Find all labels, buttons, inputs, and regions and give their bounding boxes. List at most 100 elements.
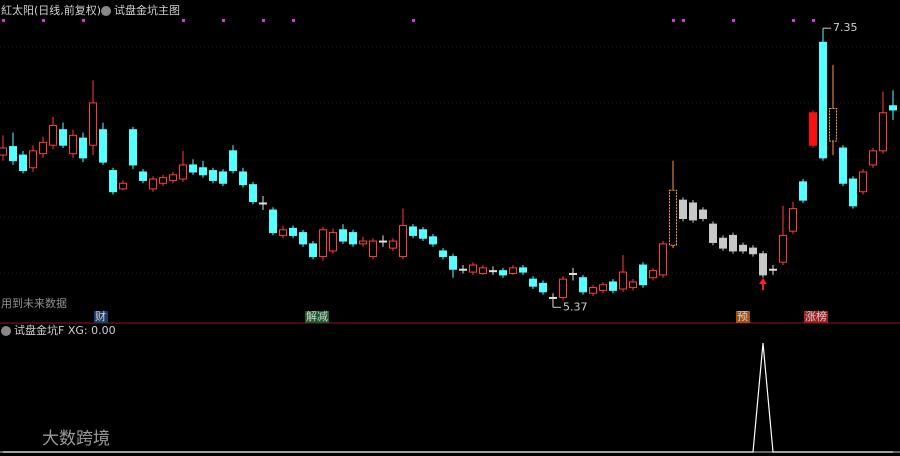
- candle-body: [679, 199, 687, 220]
- candle-body: [319, 229, 327, 258]
- candle-body: [9, 146, 17, 162]
- candle-body: [29, 150, 37, 169]
- candle-body: [549, 296, 557, 299]
- candle-body: [169, 174, 177, 181]
- candle-body: [689, 202, 697, 221]
- top-dots: [2, 19, 815, 22]
- candle-body: [39, 141, 47, 155]
- candle-body: [199, 167, 207, 176]
- candle-body: [749, 247, 757, 255]
- candle-body: [849, 178, 857, 207]
- candle-body: [739, 244, 747, 252]
- candle-body: [329, 232, 337, 252]
- indicator-title: 试盘金坑F XG: 0.00: [14, 323, 116, 337]
- candle-body: [619, 271, 627, 290]
- candle-body: [379, 240, 387, 243]
- candle-body: [509, 267, 517, 274]
- marker-bg: [804, 311, 828, 323]
- candle-body: [389, 240, 397, 249]
- candle-body: [599, 284, 607, 291]
- candle-body: [419, 229, 427, 239]
- candle-body: [269, 209, 277, 234]
- candle-body: [769, 268, 777, 271]
- candle-body: [189, 164, 197, 173]
- candle-body: [109, 170, 117, 193]
- candle-body: [479, 267, 487, 274]
- candle-body: [459, 268, 467, 271]
- candle-body: [279, 229, 287, 236]
- candle-body: [489, 270, 497, 273]
- candle-body: [69, 134, 77, 155]
- candle-body: [359, 240, 367, 245]
- candle-body: [309, 243, 317, 258]
- decor: [0, 6, 900, 453]
- candle-body: [569, 272, 577, 275]
- candle-body: [859, 171, 867, 193]
- candle-body: [259, 202, 267, 205]
- candle-body: [349, 232, 357, 245]
- candle-body: [59, 129, 67, 146]
- candle-body: [649, 270, 657, 279]
- candle-body: [299, 232, 307, 245]
- marker: 财: [95, 309, 106, 323]
- candle-body: [239, 171, 247, 186]
- candle-body: [429, 236, 437, 245]
- max-label: 7.35: [833, 21, 858, 34]
- marker-bg: [94, 311, 108, 323]
- candle-body: [449, 256, 457, 270]
- candle-body: [209, 170, 217, 181]
- candle-body: [579, 277, 587, 293]
- candle-body: [499, 270, 507, 276]
- candle-body: [159, 177, 167, 184]
- candle-body: [539, 282, 547, 293]
- candle-body: [629, 281, 637, 289]
- marker: 解减: [306, 309, 328, 323]
- candle-body: [399, 225, 407, 258]
- candle-body: [659, 243, 667, 276]
- candle-body: [149, 178, 157, 190]
- candle-body: [89, 102, 97, 146]
- candle-body: [219, 171, 227, 184]
- arrow: [759, 278, 767, 290]
- marker-bg: [305, 311, 329, 323]
- candle-body: [339, 229, 347, 242]
- icon: [1, 326, 11, 336]
- marker: 涨榜: [805, 309, 827, 323]
- candle-body: [639, 264, 647, 286]
- marker: 预: [737, 310, 748, 323]
- candle-body: [519, 267, 527, 273]
- candle-body: [49, 124, 57, 146]
- candle-body: [229, 150, 237, 172]
- candle-body: [719, 237, 727, 249]
- candle-body: [139, 171, 147, 181]
- candle-body: [839, 147, 847, 184]
- candle-body: [99, 129, 107, 163]
- marker-bg: [736, 311, 750, 323]
- candle-body: [469, 264, 477, 273]
- candle-body: [0, 147, 7, 156]
- candle-body: [799, 181, 807, 201]
- candle-body: [289, 227, 297, 236]
- min-label: 5.37: [563, 300, 588, 313]
- icon: [101, 6, 111, 16]
- indicator-line: [3, 342, 893, 453]
- candle-body: [759, 253, 767, 276]
- candle-body: [119, 182, 127, 190]
- candle-body: [779, 234, 787, 263]
- candle-body: [589, 287, 597, 294]
- candle-body: [439, 250, 447, 258]
- candle-body: [819, 41, 827, 159]
- candle-body: [249, 184, 257, 203]
- note: 用到未来数据: [1, 296, 67, 310]
- candle-body: [19, 154, 27, 172]
- candle-body: [809, 112, 817, 146]
- candle-body: [79, 137, 87, 159]
- candle-body: [729, 234, 737, 252]
- candle-body: [889, 105, 897, 111]
- candle-body: [369, 240, 377, 258]
- candle-body: [829, 108, 837, 142]
- candle-body: [709, 223, 717, 243]
- candle-body: [609, 281, 617, 291]
- watermark: 大数跨境: [42, 429, 110, 449]
